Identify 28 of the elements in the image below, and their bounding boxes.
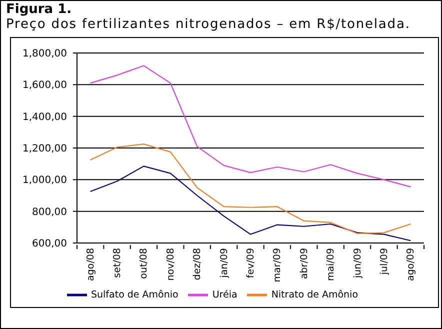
legend-label: Sulfato de Amônio [90,290,178,301]
x-tick-label: set/08 [112,248,124,278]
x-tick-label: jun/09 [352,248,364,279]
x-tick-label: ago/08 [85,248,96,281]
x-tick-label: jul/09 [378,248,390,276]
line-series [90,65,412,188]
y-tick-label: 800,00 [32,206,67,218]
y-tick-label: 1,400,00 [22,112,67,123]
y-tick-label: 1,200,00 [22,144,67,155]
x-tick-label: jan/09 [218,248,230,279]
line-series [90,143,412,234]
legend-label: Uréia [212,290,238,301]
y-tick-label: 1,000,00 [22,175,67,186]
chart-title: Figura 1. [6,2,72,17]
x-tick-label: out/08 [138,248,150,279]
x-tick-label: mai/09 [326,248,337,282]
x-tick-label: mar/09 [272,248,284,282]
x-tick-label: ago/09 [406,248,417,281]
legend-label: Nitrato de Amônio [271,290,358,301]
x-tick-label: dez/08 [192,248,204,280]
chart-subtitle: Preço dos fertilizantes nitrogenados – em R$/tonelada. [6,17,410,32]
line-series [90,166,412,242]
y-tick-label: 1,600,00 [22,80,67,92]
x-tick-label: nov/08 [165,248,176,281]
y-tick-label: 600,00 [32,238,67,250]
x-tick-label: abr/09 [298,248,310,280]
x-tick-label: fev/09 [246,248,256,278]
y-tick-label: 1,800,00 [22,48,67,60]
